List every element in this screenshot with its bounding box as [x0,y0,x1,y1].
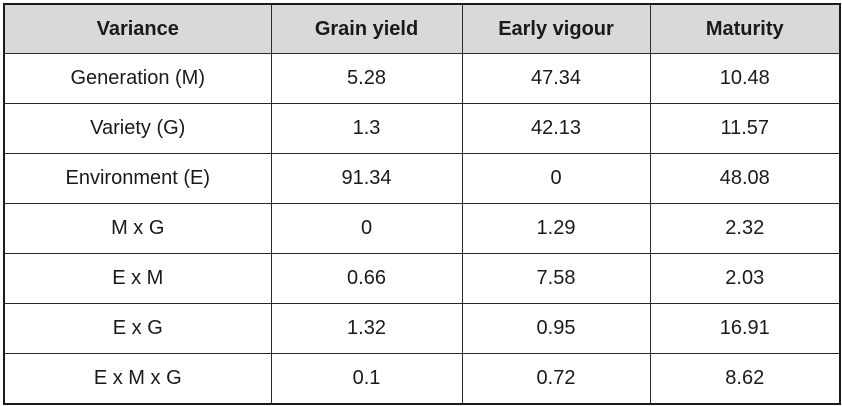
table-row: E x G 1.32 0.95 16.91 [3,303,841,354]
cell-maturity: 16.91 [649,303,841,354]
row-label: E x G [3,303,272,354]
cell-early-vigour: 47.34 [461,53,651,104]
cell-early-vigour: 0.72 [461,353,651,405]
cell-early-vigour: 0.95 [461,303,651,354]
table-body: Generation (M) 5.28 47.34 10.48 Variety … [3,53,841,405]
row-label: M x G [3,203,272,254]
row-label: E x M x G [3,353,272,405]
variance-table: Variance Grain yield Early vigour Maturi… [3,3,841,405]
header-grain-yield: Grain yield [270,3,463,54]
row-label: E x M [3,253,272,304]
cell-maturity: 8.62 [649,353,841,405]
cell-maturity: 2.32 [649,203,841,254]
cell-early-vigour: 1.29 [461,203,651,254]
header-variance: Variance [3,3,272,54]
cell-maturity: 2.03 [649,253,841,304]
cell-grain-yield: 1.3 [270,103,463,154]
cell-early-vigour: 42.13 [461,103,651,154]
table-row: Generation (M) 5.28 47.34 10.48 [3,53,841,104]
table-row: E x M x G 0.1 0.72 8.62 [3,353,841,405]
row-label: Environment (E) [3,153,272,204]
table-row: Variety (G) 1.3 42.13 11.57 [3,103,841,154]
table-row: E x M 0.66 7.58 2.03 [3,253,841,304]
cell-early-vigour: 0 [461,153,651,204]
cell-grain-yield: 0.66 [270,253,463,304]
variance-table-container: Variance Grain yield Early vigour Maturi… [3,3,841,405]
cell-maturity: 11.57 [649,103,841,154]
cell-maturity: 10.48 [649,53,841,104]
row-label: Variety (G) [3,103,272,154]
cell-grain-yield: 91.34 [270,153,463,204]
cell-grain-yield: 0.1 [270,353,463,405]
table-row: Environment (E) 91.34 0 48.08 [3,153,841,204]
header-maturity: Maturity [649,3,841,54]
cell-early-vigour: 7.58 [461,253,651,304]
header-row: Variance Grain yield Early vigour Maturi… [3,3,841,54]
table-header: Variance Grain yield Early vigour Maturi… [3,3,841,54]
row-label: Generation (M) [3,53,272,104]
table-row: M x G 0 1.29 2.32 [3,203,841,254]
cell-grain-yield: 5.28 [270,53,463,104]
header-early-vigour: Early vigour [461,3,651,54]
cell-grain-yield: 1.32 [270,303,463,354]
cell-maturity: 48.08 [649,153,841,204]
cell-grain-yield: 0 [270,203,463,254]
